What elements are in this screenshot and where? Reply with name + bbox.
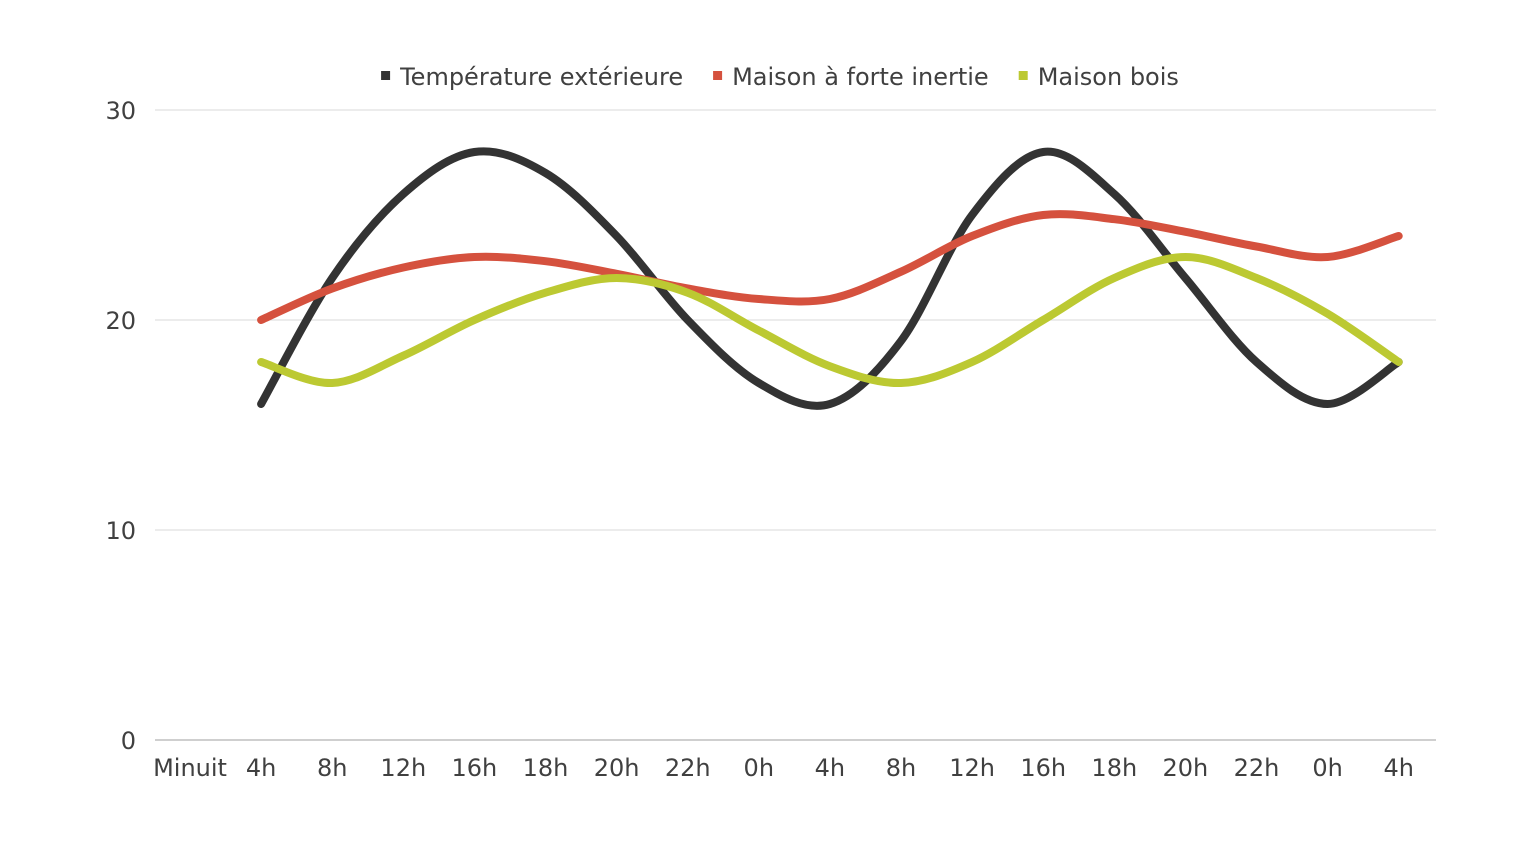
x-tick-label: 16h	[452, 754, 498, 782]
legend: Température extérieure Maison à forte ine…	[381, 63, 1179, 91]
x-tick-label: 18h	[1091, 754, 1137, 782]
y-tick-label: 30	[105, 97, 136, 125]
legend-swatch	[381, 71, 391, 80]
x-tick-label: 4h	[246, 754, 276, 782]
legend-item: Température extérieure	[381, 63, 683, 91]
y-tick-label: 20	[105, 307, 136, 335]
series-line-3	[257, 253, 1403, 388]
legend-item: Maison à forte inertie	[713, 63, 989, 91]
x-tick-label: 4h	[1383, 754, 1413, 782]
x-tick-label: 18h	[523, 754, 569, 782]
legend-label: Maison bois	[1038, 63, 1179, 91]
series-line-2	[257, 210, 1403, 324]
x-tick-label: 8h	[317, 754, 347, 782]
y-tick-label: 0	[121, 727, 136, 755]
x-tick-label: 0h	[1312, 754, 1342, 782]
x-tick-label: 4h	[815, 754, 845, 782]
legend-swatch	[713, 71, 723, 80]
legend-label: Maison à forte inertie	[732, 63, 989, 91]
series-layer	[257, 147, 1403, 410]
x-tick-label: 0h	[744, 754, 774, 782]
x-axis: Minuit 4h 8h 12h 16h 18h 20h 22h 0h 4h 8h 12h 16h 18h…	[153, 754, 1414, 782]
legend-swatch	[1018, 71, 1028, 80]
x-tick-label: 22h	[665, 754, 711, 782]
x-tick-label: 12h	[380, 754, 426, 782]
x-tick-label: 20h	[594, 754, 640, 782]
x-tick-label: 20h	[1163, 754, 1209, 782]
grid-layer	[155, 109, 1436, 741]
y-axis: 0 10 20 30	[105, 97, 136, 755]
x-tick-label: 8h	[886, 754, 916, 782]
x-tick-label: 16h	[1020, 754, 1066, 782]
x-tick-label: Minuit	[153, 754, 227, 782]
legend-label: Température extérieure	[399, 63, 683, 91]
x-tick-label: 12h	[949, 754, 995, 782]
y-tick-label: 10	[105, 517, 136, 545]
x-tick-label: 22h	[1234, 754, 1280, 782]
series-line-1	[257, 147, 1403, 410]
legend-item: Maison bois	[1018, 63, 1179, 91]
